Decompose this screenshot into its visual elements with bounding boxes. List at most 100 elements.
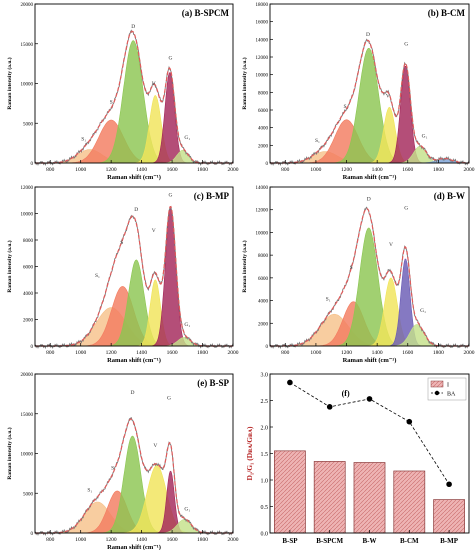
- peak-label: S: [110, 99, 113, 105]
- plot-frame: [269, 186, 470, 347]
- y-tick-label: 10000: [21, 83, 34, 88]
- peak-label: D: [134, 207, 138, 213]
- panel-title: (c) B-MP: [194, 191, 230, 201]
- y-axis-label: Raman intensity (a.u.): [241, 57, 248, 109]
- panel-title: (f): [342, 389, 350, 398]
- x-tick-label: 1000: [310, 167, 321, 173]
- peak-label: S₁: [87, 488, 92, 494]
- x-axis-label: Raman shift (cm⁻¹): [107, 544, 161, 550]
- x-tick-label: 1600: [402, 350, 413, 356]
- y-tick-label: 20000: [21, 373, 34, 378]
- peak-label: V: [153, 443, 157, 449]
- y-tick-label: 4000: [258, 300, 269, 305]
- peak-label: V: [152, 228, 156, 234]
- y-axis-label: Raman intensity (a.u.): [6, 57, 13, 109]
- peak-label: S: [111, 465, 114, 471]
- y-tick-label: 1.5: [261, 452, 269, 458]
- ba-point-b-sp: [287, 379, 293, 386]
- x-tick-label: 1400: [136, 350, 147, 356]
- peak-label: D: [131, 24, 135, 30]
- y-tick-label: 4000: [23, 292, 34, 297]
- y-tick-label: 8000: [258, 254, 269, 259]
- x-tick-label: 1400: [136, 167, 147, 173]
- x-tick-label: 2000: [228, 350, 239, 356]
- legend-label-ba: BA: [447, 392, 456, 398]
- y-tick-label: 6000: [23, 266, 34, 271]
- peak-label: G: [404, 206, 408, 212]
- bar-b-sp: [274, 450, 306, 534]
- x-tick-label: 1600: [402, 167, 413, 173]
- cumulative-fit-line: [35, 418, 233, 534]
- x-tick-label: 1000: [310, 350, 321, 356]
- x-tick-label: 1000: [75, 537, 86, 543]
- peak-label: G₁: [184, 507, 190, 513]
- panel-c-b-mp: S₁ S D V G G₁ 800 1000 1200 1400 1600 1800 2000 0 2000…: [6, 186, 239, 364]
- peak-label: S₁: [326, 297, 331, 303]
- legend-label-i: I: [447, 383, 449, 389]
- y-tick-label: 1.0: [261, 479, 269, 485]
- panel-b-b-cm: S₁ S D V G G₁ 800 1000 1200 1400 1600 1800 2000 0 2000…: [241, 3, 475, 181]
- peak-label: G: [169, 192, 173, 198]
- category-label: B-W: [363, 537, 377, 545]
- y-tick-label: 14000: [256, 186, 269, 191]
- ba-point-b-mp: [446, 481, 452, 488]
- panel-title: (e) B-SP: [197, 378, 229, 388]
- y-tick-label: 8000: [23, 239, 34, 244]
- y-tick-label: 16000: [256, 21, 269, 26]
- peak-label: G₁: [422, 133, 428, 139]
- y-tick-label: 14000: [256, 38, 269, 43]
- y-tick-label: 6000: [258, 277, 269, 282]
- x-tick-label: 1600: [167, 167, 178, 173]
- peak-label: S₁: [315, 138, 320, 144]
- y-tick-label: 5000: [23, 122, 34, 127]
- y-tick-label: 12000: [256, 209, 269, 214]
- y-tick-label: 15000: [21, 413, 34, 418]
- y-axis-label: Raman intensity (a.u.): [241, 240, 248, 292]
- ba-point-b-cm: [406, 418, 413, 425]
- y-tick-label: 10000: [21, 453, 34, 458]
- x-tick-label: 2000: [228, 537, 239, 543]
- peak-label: S: [120, 240, 123, 246]
- x-tick-label: 800: [46, 537, 55, 543]
- peak-label: V: [386, 94, 390, 100]
- peak-label: D: [366, 32, 370, 38]
- x-tick-label: 1200: [106, 350, 117, 356]
- y-tick-label: 2.0: [261, 426, 269, 432]
- y-tick-label: 0: [266, 345, 269, 350]
- cumulative-fit-line: [35, 30, 233, 164]
- y-axis-label: Raman intensity (a.u.): [6, 240, 13, 292]
- x-tick-label: 1800: [197, 350, 208, 356]
- panel-d-b-w: S₁ S D V G G₁ 800 1000 1200 1400 1600 1800 2000 0 2000…: [241, 186, 475, 364]
- peak-label: D: [367, 197, 371, 203]
- x-tick-label: 1600: [167, 537, 178, 543]
- peak-label: S: [350, 265, 353, 271]
- x-tick-label: 800: [46, 350, 55, 356]
- y-tick-label: 2000: [258, 144, 269, 149]
- peak-label: S: [343, 104, 346, 110]
- y-tick-label: 18000: [256, 3, 269, 8]
- ba-point-b-spcm: [326, 404, 333, 410]
- peak-label: G: [169, 56, 173, 62]
- panel-title: (b) B-CM: [428, 8, 466, 18]
- x-axis-label: Raman shift (cm⁻¹): [107, 174, 161, 181]
- peak-label: S₁: [81, 137, 86, 143]
- x-tick-label: 1000: [75, 167, 86, 173]
- panel-f-ratio-bars: 0.0 0.5 1.0 1.5 2.0 2.5 3.0 B-SP B-SPCM B-W B-CM B-…: [245, 373, 470, 545]
- y-tick-label: 5000: [23, 492, 34, 497]
- x-axis-label: Raman shift (cm⁻¹): [107, 357, 161, 364]
- y-tick-label: 6000: [258, 109, 269, 114]
- x-tick-label: 1800: [197, 537, 208, 543]
- bar-b-cm: [393, 470, 426, 534]
- x-tick-label: 1000: [75, 350, 86, 356]
- peak-label: G₁: [184, 135, 190, 141]
- y-tick-label: 2000: [23, 319, 34, 324]
- y-tick-label: 12000: [21, 186, 34, 191]
- category-label: B-SPCM: [316, 537, 343, 545]
- y-tick-label: 0: [31, 532, 34, 537]
- x-tick-label: 1200: [106, 167, 117, 173]
- y-tick-label: 12000: [256, 56, 269, 61]
- y-tick-label: 8000: [258, 91, 269, 96]
